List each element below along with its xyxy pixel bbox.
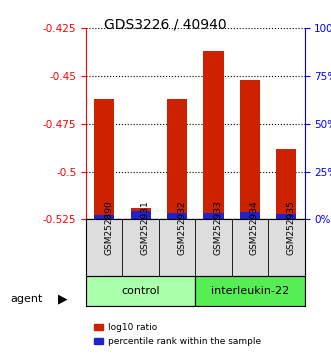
Text: GSM252932: GSM252932	[177, 201, 186, 255]
Text: GSM252933: GSM252933	[213, 201, 222, 255]
Text: GSM252890: GSM252890	[104, 201, 113, 255]
Text: GDS3226 / 40940: GDS3226 / 40940	[104, 18, 227, 32]
Text: control: control	[121, 286, 160, 296]
Bar	[276, 214, 296, 219]
Text: interleukin-22: interleukin-22	[211, 286, 289, 296]
Bar	[131, 211, 151, 219]
Bar	[204, 213, 223, 219]
Bar	[240, 212, 260, 219]
Text: GSM252935: GSM252935	[286, 201, 295, 255]
Bar	[94, 215, 114, 219]
Text: GSM252934: GSM252934	[250, 201, 259, 255]
Bar	[167, 99, 187, 219]
Legend: log10 ratio, percentile rank within the sample: log10 ratio, percentile rank within the …	[91, 320, 264, 349]
Text: agent: agent	[10, 294, 42, 304]
Bar	[131, 208, 151, 219]
FancyBboxPatch shape	[195, 276, 305, 306]
Bar	[204, 51, 223, 219]
Bar	[276, 149, 296, 219]
Text: ▶: ▶	[58, 293, 68, 306]
Bar	[167, 213, 187, 219]
Bar	[94, 99, 114, 219]
Bar	[240, 80, 260, 219]
FancyBboxPatch shape	[86, 276, 195, 306]
Text: GSM252931: GSM252931	[141, 201, 150, 255]
